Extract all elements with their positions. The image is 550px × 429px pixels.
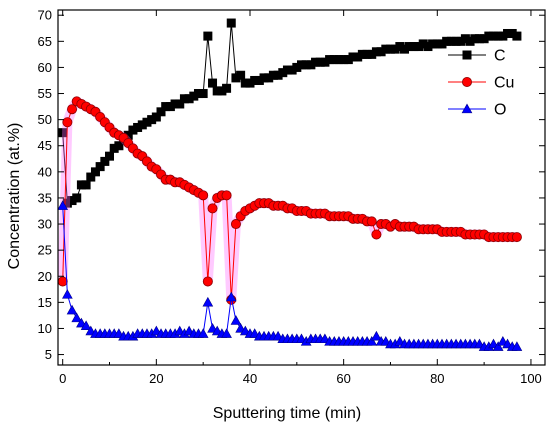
data-point <box>95 162 105 172</box>
y-tick-label: 20 <box>38 269 52 284</box>
x-axis-label: Sputtering time (min) <box>213 405 362 422</box>
data-point <box>366 216 377 227</box>
legend-item-cu: Cu <box>448 75 514 92</box>
data-point <box>208 78 218 88</box>
data-point <box>202 276 213 287</box>
series-c <box>58 18 522 208</box>
data-point <box>207 203 218 214</box>
legend-label: C <box>494 48 506 65</box>
data-point <box>222 83 232 93</box>
y-tick-label: 30 <box>38 217 52 232</box>
data-point <box>512 31 522 41</box>
data-point <box>198 190 209 201</box>
data-point <box>366 336 378 346</box>
x-tick-label: 40 <box>243 371 257 386</box>
x-tick-label: 0 <box>59 371 66 386</box>
data-point <box>203 31 213 41</box>
data-point <box>72 193 82 203</box>
x-tick-label: 100 <box>520 371 542 386</box>
data-point <box>511 232 522 243</box>
data-point <box>66 304 78 315</box>
legend-marker <box>461 77 472 88</box>
data-point <box>371 330 382 341</box>
y-tick-label: 70 <box>38 8 52 23</box>
data-point <box>80 320 92 331</box>
data-point <box>175 99 185 109</box>
legend-label: O <box>494 102 506 119</box>
y-tick-label: 15 <box>38 295 52 310</box>
y-tick-label: 60 <box>38 60 52 75</box>
series-o <box>57 200 523 351</box>
data-point <box>151 112 161 122</box>
data-point <box>57 200 69 210</box>
legend-marker <box>461 103 473 114</box>
legend-item-c: C <box>448 48 506 65</box>
axes-layer: 0 20 40 60 80 100 5 10 15 20 25 30 35 40 45 50 55 60 65 70 <box>38 8 546 386</box>
data-point <box>71 312 83 323</box>
data-point <box>198 89 208 99</box>
data-point <box>114 141 124 151</box>
legend-item-o: O <box>448 102 506 119</box>
x-tick-label: 60 <box>336 371 350 386</box>
y-tick-label: 5 <box>45 347 52 362</box>
legend: C Cu O <box>448 48 514 119</box>
plot-frame <box>57 9 546 366</box>
data-point <box>230 315 242 325</box>
x-tick-label: 80 <box>430 371 444 386</box>
y-tick-label: 65 <box>38 34 52 49</box>
data-point <box>226 18 236 28</box>
y-tick-label: 35 <box>38 190 52 205</box>
data-point <box>371 229 382 240</box>
y-axis-label: Concentration (at.%) <box>6 123 23 270</box>
y-tick-label: 25 <box>38 243 52 258</box>
data-point <box>57 276 68 287</box>
y-tick-label: 10 <box>38 321 52 336</box>
data-point <box>492 341 504 351</box>
data-point <box>236 70 246 80</box>
series-layer <box>57 18 523 351</box>
data-point <box>67 104 78 115</box>
legend-marker <box>462 50 472 60</box>
data-point <box>90 167 100 177</box>
x-tick-label: 20 <box>149 371 163 386</box>
data-point <box>197 328 209 338</box>
y-tick-label: 50 <box>38 112 52 127</box>
data-point <box>86 172 96 182</box>
data-point <box>62 289 73 299</box>
y-tick-label: 55 <box>38 86 52 101</box>
data-point <box>62 117 73 128</box>
data-point <box>105 151 115 161</box>
data-point <box>100 156 110 166</box>
data-point <box>202 296 214 307</box>
y-tick-label: 45 <box>38 138 52 153</box>
data-point <box>511 341 523 351</box>
data-point <box>81 180 91 190</box>
data-point <box>221 190 232 201</box>
data-point <box>230 219 241 230</box>
data-point <box>156 107 166 117</box>
legend-label: Cu <box>494 75 514 92</box>
data-point <box>221 328 232 338</box>
y-tick-label: 40 <box>38 164 52 179</box>
data-point <box>225 291 237 302</box>
